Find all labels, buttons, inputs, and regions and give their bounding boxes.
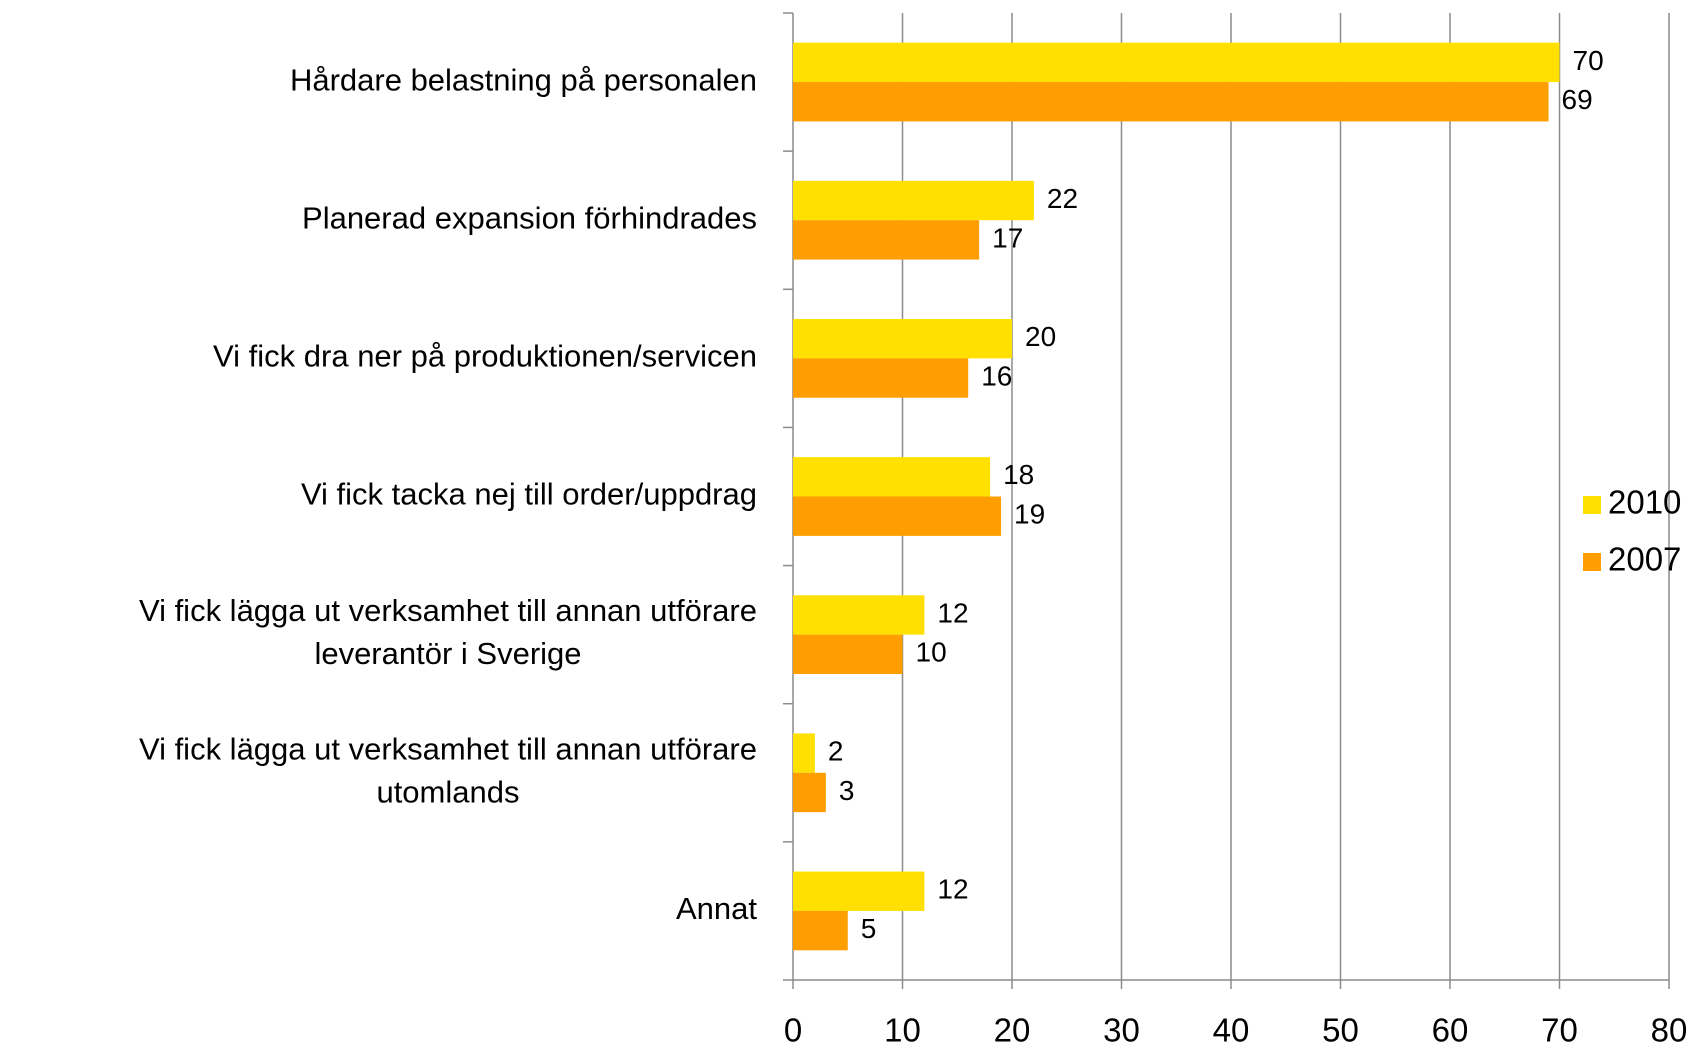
bar [793, 457, 991, 497]
value-label: 12 [937, 874, 968, 905]
category-label: Annat [676, 891, 757, 926]
value-label: 3 [839, 775, 855, 806]
value-label: 19 [1014, 499, 1045, 530]
x-tick-label: 0 [784, 1012, 802, 1049]
category-label: Vi fick lägga ut verksamhet till annan u… [139, 731, 757, 809]
x-tick-label: 70 [1541, 1012, 1578, 1049]
bar [793, 318, 1012, 359]
bar [793, 772, 826, 813]
x-tick-label: 80 [1651, 1012, 1688, 1049]
bar [793, 595, 925, 635]
legend-label: 2007 [1608, 541, 1681, 578]
category-label: Vi fick tacka nej till order/uppdrag [301, 477, 757, 512]
value-label: 16 [981, 360, 1012, 391]
bar [793, 634, 903, 675]
x-tick-label: 60 [1432, 1012, 1469, 1049]
x-tick-label: 20 [994, 1012, 1031, 1049]
value-label: 12 [937, 597, 968, 628]
bar [793, 910, 848, 951]
bar [793, 82, 1549, 122]
category-label: Vi fick dra ner på produktionen/servicen [213, 339, 757, 374]
value-label: 18 [1003, 459, 1034, 490]
bar [793, 733, 815, 773]
bar [793, 42, 1560, 83]
value-label: 10 [916, 637, 947, 668]
category-label: Hårdare belastning på personalen [290, 62, 757, 97]
bar [793, 871, 925, 911]
legend-label: 2010 [1608, 484, 1681, 521]
x-tick-label: 50 [1322, 1012, 1359, 1049]
legend-swatch [1583, 553, 1601, 571]
category-label: Vi fick lägga ut verksamhet till annan u… [139, 593, 757, 671]
value-label: 5 [861, 913, 877, 944]
x-tick-label: 30 [1103, 1012, 1140, 1049]
x-tick-label: 40 [1213, 1012, 1250, 1049]
category-label: Planerad expansion förhindrades [302, 200, 757, 235]
value-label: 17 [992, 222, 1023, 253]
bar [793, 496, 1002, 536]
bar [793, 358, 969, 398]
value-label: 70 [1573, 45, 1604, 76]
value-label: 20 [1025, 321, 1056, 352]
bar [793, 220, 980, 260]
bar [793, 180, 1034, 221]
value-label: 2 [828, 735, 844, 766]
value-label: 69 [1562, 84, 1593, 115]
x-tick-label: 10 [884, 1012, 921, 1049]
legend-swatch [1583, 496, 1601, 514]
value-label: 22 [1047, 183, 1078, 214]
